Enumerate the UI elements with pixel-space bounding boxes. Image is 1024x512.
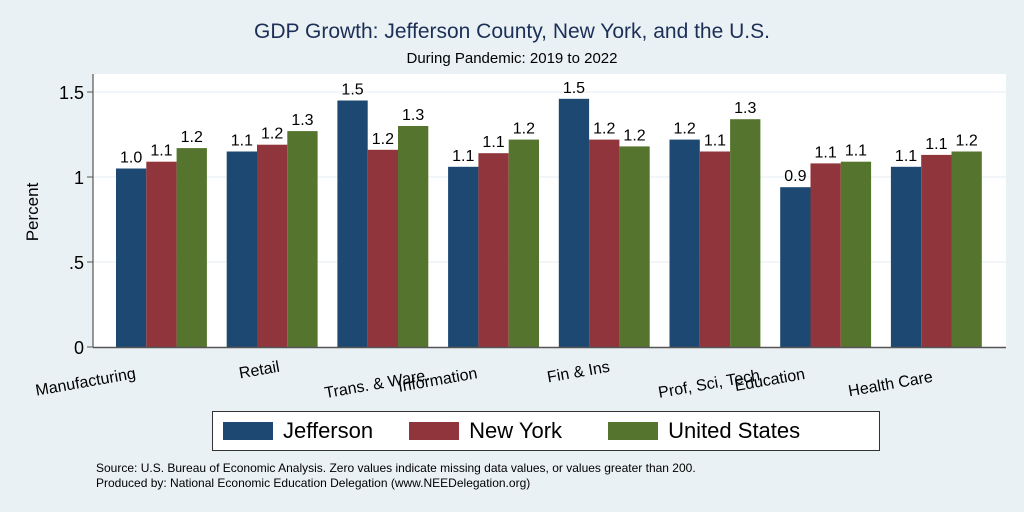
y-tick-label: 1 [74, 168, 84, 188]
y-tick-label: 0 [74, 338, 84, 358]
data-label: 1.5 [563, 80, 585, 97]
data-label: 1.1 [845, 143, 867, 160]
bar [337, 100, 368, 347]
bar [921, 154, 952, 347]
bar [176, 148, 207, 347]
data-label: 1.2 [513, 121, 535, 138]
legend-item-united-states: United States [602, 418, 800, 444]
data-label: 1.2 [674, 121, 696, 138]
data-label: 1.1 [452, 148, 474, 165]
x-tick-label: Fin & Ins [546, 359, 611, 387]
y-tick-label: .5 [69, 253, 84, 273]
x-tick-label: Manufacturing [34, 365, 137, 399]
legend-swatch-united-states [608, 422, 659, 440]
data-label: 1.1 [482, 134, 504, 151]
bar [257, 144, 288, 347]
data-label: 1.5 [341, 82, 363, 99]
bar [367, 149, 398, 347]
bar [589, 139, 620, 347]
legend: Jefferson New York United States [212, 411, 880, 451]
data-label: 1.1 [231, 133, 253, 150]
data-label: 1.3 [734, 100, 756, 117]
chart-title: GDP Growth: Jefferson County, New York, … [254, 20, 770, 43]
data-label: 1.1 [815, 144, 837, 161]
data-label: 1.2 [593, 121, 615, 138]
bar [508, 139, 539, 347]
source-note: Source: U.S. Bureau of Economic Analysis… [96, 461, 696, 475]
bar [116, 168, 147, 347]
bar [287, 131, 318, 347]
y-axis-label: Percent [23, 182, 42, 241]
bar [951, 151, 982, 347]
x-tick-label: Health Care [847, 369, 934, 401]
legend-label-jefferson: Jefferson [283, 418, 374, 443]
data-label: 1.0 [120, 150, 142, 167]
bar [669, 139, 700, 347]
bar [730, 119, 761, 347]
data-label: 1.2 [956, 133, 978, 150]
data-label: 1.1 [150, 143, 172, 160]
bar [226, 151, 257, 347]
data-label: 0.9 [784, 168, 806, 185]
data-label: 1.3 [291, 112, 313, 129]
bar [478, 153, 509, 347]
bar [810, 163, 841, 347]
data-label: 1.3 [402, 107, 424, 124]
data-label: 1.1 [925, 136, 947, 153]
bar [890, 166, 922, 347]
data-label: 1.2 [181, 129, 203, 146]
produced-by-note: Produced by: National Economic Education… [96, 476, 531, 490]
data-label: 1.2 [623, 127, 645, 144]
legend-label-united-states: United States [668, 418, 801, 443]
bar [146, 161, 177, 347]
bar [780, 187, 811, 347]
legend-item-new-york: New York [403, 418, 562, 444]
data-label: 1.1 [895, 148, 917, 165]
bar [619, 146, 650, 347]
legend-swatch-new-york [409, 422, 460, 440]
data-label: 1.2 [261, 126, 283, 143]
bar [840, 161, 872, 347]
legend-swatch-jefferson [223, 422, 273, 440]
bar [448, 166, 479, 347]
legend-label-new-york: New York [469, 418, 563, 443]
legend-item-jefferson: Jefferson [217, 418, 373, 444]
y-tick-label: 1.5 [59, 83, 84, 103]
bar [699, 151, 731, 347]
data-label: 1.1 [704, 133, 726, 150]
data-label: 1.2 [372, 131, 394, 148]
bar [558, 98, 590, 347]
x-tick-label: Retail [238, 359, 281, 383]
chart-subtitle: During Pandemic: 2019 to 2022 [406, 50, 618, 67]
bar [398, 126, 429, 347]
